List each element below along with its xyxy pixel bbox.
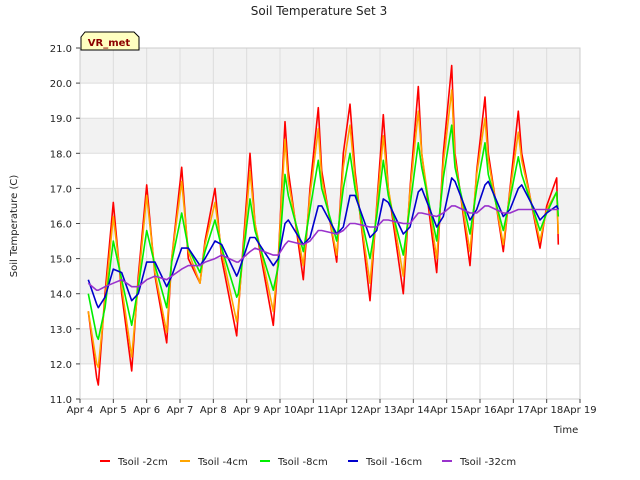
x-tick-label: Apr 13 xyxy=(363,405,396,416)
y-tick-label: 17.0 xyxy=(50,184,72,195)
series-line-tsoil-4cm xyxy=(87,89,560,369)
plot-band xyxy=(80,118,580,154)
legend-label-tsoil-8cm: Tsoil -8cm xyxy=(277,457,328,468)
series-line-tsoil-32cm xyxy=(87,205,559,292)
x-tick-label: Apr 5 xyxy=(100,405,127,416)
x-tick-label: Apr 19 xyxy=(563,405,596,416)
legend-label-tsoil-4cm: Tsoil -4cm xyxy=(197,457,248,468)
x-tick-label: Apr 17 xyxy=(497,405,530,416)
y-axis-label: Soil Temperature (C) xyxy=(9,175,20,278)
y-tick-label: 11.0 xyxy=(50,395,72,406)
legend-label-tsoil-2cm: Tsoil -2cm xyxy=(117,457,168,468)
x-tick-label: Apr 10 xyxy=(263,405,296,416)
y-tick-label: 19.0 xyxy=(50,114,72,125)
y-tick-label: 21.0 xyxy=(50,44,72,55)
x-axis-label: Time xyxy=(553,425,578,436)
y-tick-label: 14.0 xyxy=(50,290,72,301)
x-tick-label: Apr 6 xyxy=(133,405,160,416)
x-tick-label: Apr 12 xyxy=(330,405,363,416)
x-tick-label: Apr 14 xyxy=(397,405,430,416)
y-tick-label: 12.0 xyxy=(50,360,72,371)
plot-band xyxy=(80,48,580,84)
y-tick-label: 20.0 xyxy=(50,79,72,90)
station-badge: VR_met xyxy=(80,31,140,51)
y-tick-label: 15.0 xyxy=(50,255,72,266)
series-line-tsoil-8cm xyxy=(87,124,560,341)
x-tick-label: Apr 9 xyxy=(233,405,260,416)
x-tick-label: Apr 18 xyxy=(530,405,563,416)
x-tick-label: Apr 15 xyxy=(430,405,463,416)
badge-shape xyxy=(80,31,140,51)
x-axis-ticks: Apr 4 Apr 5 Apr 6 Apr 7 Apr 8 Apr 9 Apr 10 Apr … xyxy=(67,399,597,416)
y-tick-label: 13.0 xyxy=(50,325,72,336)
x-tick-label: Apr 11 xyxy=(297,405,330,416)
series-line-tsoil-16cm xyxy=(87,177,560,309)
legend-label-tsoil-32cm: Tsoil -32cm xyxy=(459,457,516,468)
series-line-tsoil-2cm xyxy=(87,64,560,386)
plot-band xyxy=(80,328,580,364)
badge-label: VR_met xyxy=(88,38,131,49)
y-axis-ticks: 11.0 12.0 13.0 14.0 15.0 16.0 17.0 18.0 19.0 20.0… xyxy=(50,44,80,406)
legend-label-tsoil-16cm: Tsoil -16cm xyxy=(365,457,422,468)
x-tick-label: Apr 4 xyxy=(67,405,94,416)
chart-title: Soil Temperature Set 3 xyxy=(251,4,387,18)
x-tick-label: Apr 7 xyxy=(167,405,194,416)
plot-band xyxy=(80,258,580,294)
y-tick-label: 16.0 xyxy=(50,220,72,231)
legend: Tsoil -2cm Tsoil -4cm Tsoil -8cm Tsoil -16c… xyxy=(100,457,516,468)
y-tick-label: 18.0 xyxy=(50,149,72,160)
x-tick-label: Apr 16 xyxy=(463,405,496,416)
x-tick-label: Apr 8 xyxy=(200,405,227,416)
series-lines xyxy=(87,64,560,386)
